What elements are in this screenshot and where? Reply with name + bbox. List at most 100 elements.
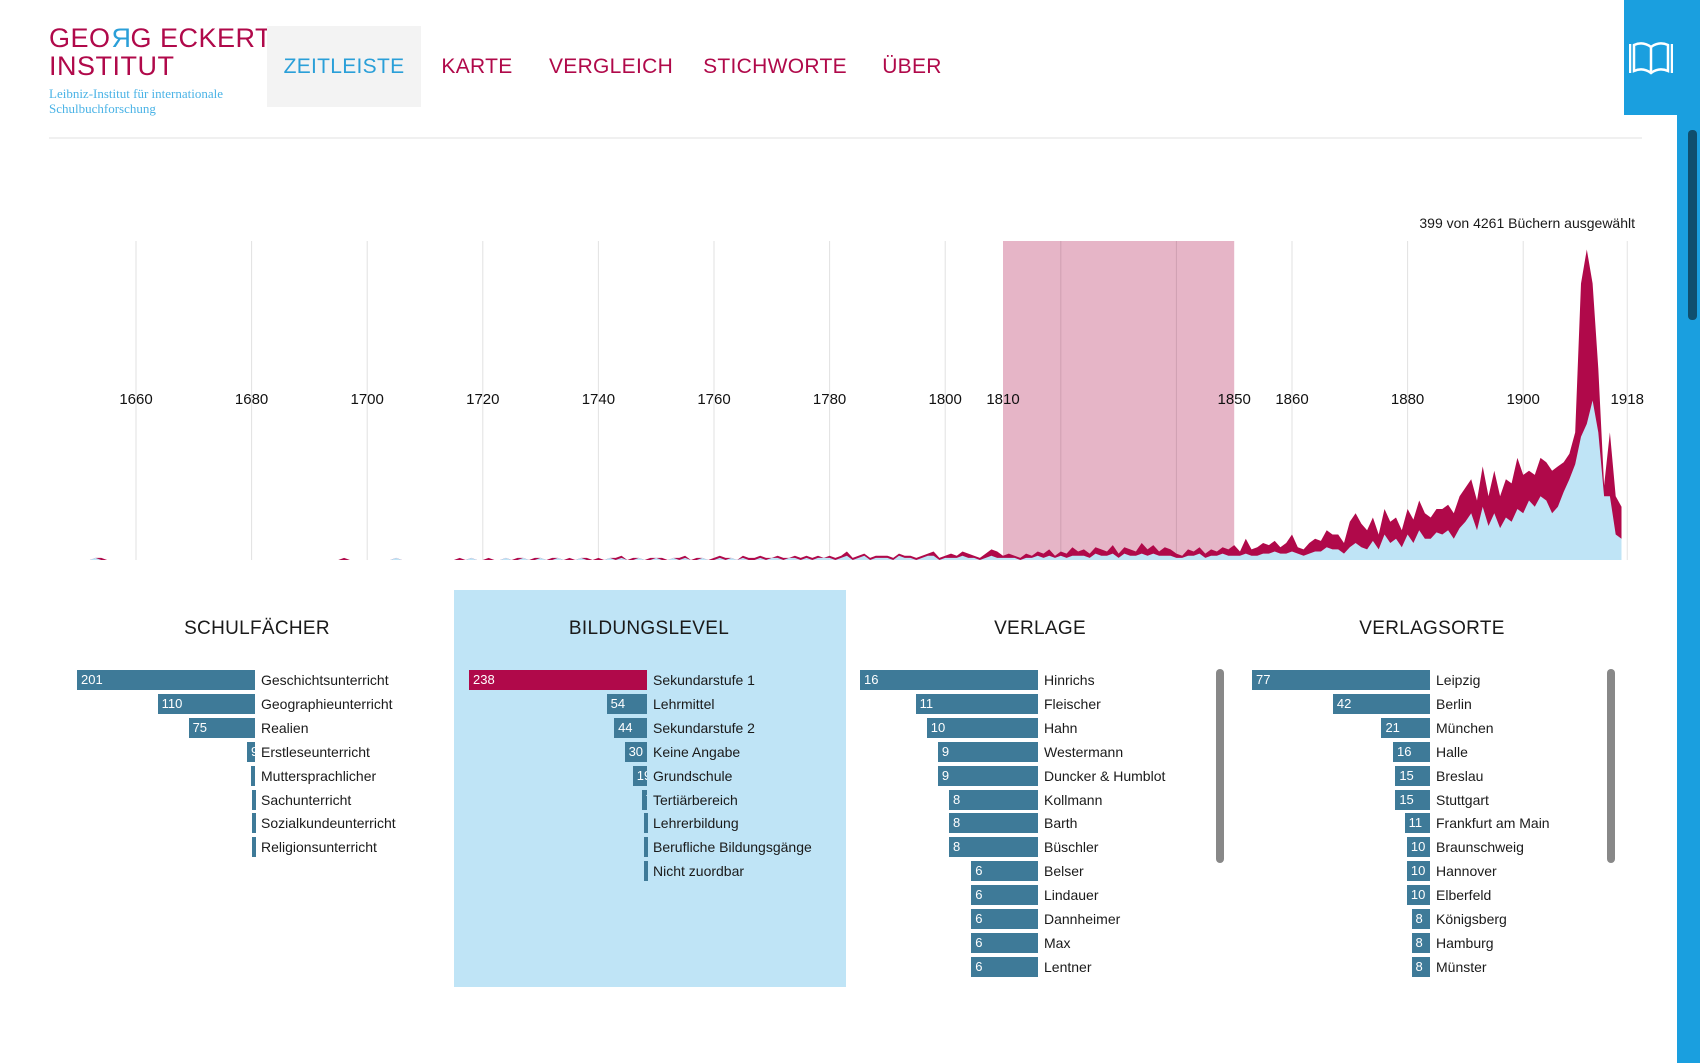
logo-line-2: INSTITUT xyxy=(49,51,175,81)
tab-zeitleiste[interactable]: ZEITLEISTE xyxy=(267,26,421,107)
facet-row[interactable]: 8 Münster xyxy=(0,956,1487,977)
facet-row[interactable]: 9 Westermann xyxy=(0,741,1123,762)
facet-bar-label: Religionsunterricht xyxy=(261,839,377,856)
facet-row[interactable]: 6 Max xyxy=(0,932,1070,953)
facet-row[interactable]: 16 Halle xyxy=(0,741,1468,762)
facet-bar-label: Belser xyxy=(1044,863,1084,880)
facet-bar-value: 44 xyxy=(614,717,647,738)
facet-bar-value: 8 xyxy=(1411,932,1430,953)
facet-row[interactable]: 8 Kollmann xyxy=(0,789,1102,810)
facet-bar-label: Lindauer xyxy=(1044,887,1099,904)
facet-row[interactable]: 11 Fleischer xyxy=(0,693,1101,714)
book-list-button[interactable] xyxy=(1624,0,1677,115)
facet-row[interactable]: 2 Sozialkundeunterricht xyxy=(0,813,396,834)
facet-scrollbar[interactable] xyxy=(1607,669,1615,863)
facet-row[interactable]: 15 Stuttgart xyxy=(0,789,1489,810)
facet-title: VERLAGE xyxy=(994,618,1086,639)
facet-bar-label: Berufliche Bildungsgänge xyxy=(653,839,812,856)
facet-bar-value: 8 xyxy=(949,813,1038,834)
facet-bar-label: Leipzig xyxy=(1436,672,1481,688)
facet-row[interactable]: 6 Lentner xyxy=(0,956,1091,977)
facet-bar-label: Keine Angabe xyxy=(653,743,741,760)
facet-bar-label: Halle xyxy=(1436,743,1468,760)
facet-row[interactable]: 7 Tertiärbereich xyxy=(0,789,738,810)
facet-bar-label: Fleischer xyxy=(1044,695,1101,712)
facet-bar-value: 21 xyxy=(1381,717,1430,738)
facet-row[interactable]: 9 Erstleseunterricht xyxy=(0,741,370,762)
facet-row[interactable]: 8 Hamburg xyxy=(0,932,1494,953)
facet-row[interactable]: 9 Duncker & Humblot xyxy=(0,765,1165,786)
x-tick-label: 1850 xyxy=(1218,391,1251,408)
facet-row[interactable]: 3 Sachunterricht xyxy=(0,789,351,810)
tab-ueber[interactable]: ÜBER xyxy=(882,54,942,78)
facet-row[interactable]: 110 Geographieunterricht xyxy=(0,693,393,714)
facet-bar-label: Breslau xyxy=(1436,767,1484,784)
facet-row[interactable]: 15 Breslau xyxy=(0,765,1483,786)
facet-row[interactable]: 11 Frankfurt am Main xyxy=(0,813,1550,834)
facet-bar-label: Berlin xyxy=(1436,695,1472,712)
facet-scrollbar[interactable] xyxy=(1216,669,1224,863)
facet-bar-value: 6 xyxy=(971,885,1038,906)
tab-vergleich[interactable]: VERGLEICH xyxy=(548,54,674,78)
facet-bar-value: 6 xyxy=(971,956,1038,977)
facet-row[interactable]: 4 Lehrerbildung xyxy=(0,813,739,834)
facet-row[interactable]: 6 Dannheimer xyxy=(0,909,1120,929)
facet-row[interactable]: 10 Hahn xyxy=(0,717,1077,738)
facet-row[interactable]: 238 Sekundarstufe 1 xyxy=(0,670,755,690)
facet-bar-label: Hahn xyxy=(1044,719,1078,736)
facet-bar-label: Duncker & Humblot xyxy=(1044,767,1166,784)
facet-row[interactable]: 16 Hinrichs xyxy=(0,670,1095,690)
facet-row[interactable]: 77 Leipzig xyxy=(0,670,1480,690)
x-tick-label: 1860 xyxy=(1275,391,1308,408)
timeline-chart[interactable]: 1660 1680 1700 1720 1740 1760 1780 1800 1810 1850… xyxy=(0,230,1660,570)
facet-row[interactable]: 201 Geschichtsunterricht xyxy=(0,670,389,690)
selection-count: 399 von 4261 Büchern ausgewählt xyxy=(1419,215,1635,231)
tab-karte[interactable]: KARTE xyxy=(441,54,513,78)
facet-row[interactable]: 30 Keine Angabe xyxy=(0,741,740,762)
facet-row[interactable]: 2 Berufliche Bildungsgänge xyxy=(0,837,812,858)
selection-brush[interactable] xyxy=(1003,241,1235,560)
facet-bar-label: Hinrichs xyxy=(1044,672,1095,688)
facet-bar-label: Erstleseunterricht xyxy=(261,743,370,760)
facet-bar-value: 6 xyxy=(971,861,1038,882)
facet-bar-value: 9 xyxy=(247,741,255,762)
facet-row[interactable]: 75 Realien xyxy=(0,717,308,738)
facet-row[interactable]: 10 Elberfeld xyxy=(0,885,1491,906)
header-divider xyxy=(49,137,1642,139)
facet-row[interactable]: 2 Religionsunterricht xyxy=(0,837,377,858)
facet-row[interactable]: 6 Lindauer xyxy=(0,885,1099,906)
facet-row[interactable]: 54 Lehrmittel xyxy=(0,693,714,714)
facet-row[interactable]: 21 München xyxy=(0,717,1494,738)
x-tick-label: 1760 xyxy=(697,391,730,408)
facet-row[interactable]: 44 Sekundarstufe 2 xyxy=(0,717,755,738)
facet-bar-label: Stuttgart xyxy=(1436,791,1489,808)
facet-bar-label: Münster xyxy=(1436,958,1487,975)
facet-row[interactable]: 2 Nicht zuordbar xyxy=(0,861,744,882)
facet-row[interactable]: 10 Braunschweig xyxy=(0,837,1524,858)
facet-row[interactable]: 8 Büschler xyxy=(0,837,1098,858)
facet-row[interactable]: 5 Muttersprachlicher xyxy=(0,765,376,786)
tab-stichworte[interactable]: STICHWORTE xyxy=(703,54,847,78)
facet-bar-value: 6 xyxy=(971,932,1038,953)
facet-row[interactable]: 42 Berlin xyxy=(0,693,1472,714)
page-scrollbar[interactable] xyxy=(1688,130,1697,320)
facet-row[interactable]: 6 Belser xyxy=(0,861,1084,882)
facet-bar-value: 8 xyxy=(949,837,1038,858)
facet-bar-label: Lehrerbildung xyxy=(653,815,739,832)
facet-row[interactable]: 8 Barth xyxy=(0,813,1077,834)
facet-bar-label: Nicht zuordbar xyxy=(653,863,745,880)
facet-bar-value: 10 xyxy=(926,717,1038,738)
facet-bar-value: 2 xyxy=(252,837,256,858)
facet-bar-value: 10 xyxy=(1406,885,1430,906)
facet-bar-label: Barth xyxy=(1044,815,1078,832)
facet-bar-value: 2 xyxy=(252,813,256,834)
facet-bar-label: Westermann xyxy=(1044,743,1124,760)
institute-logo[interactable]: GEORG ECKERT INSTITUT Leibniz-Institut f… xyxy=(49,23,272,116)
facet-row[interactable]: 19 Grundschule xyxy=(0,765,732,786)
facet-row[interactable]: 8 Königsberg xyxy=(0,909,1507,929)
facet-row[interactable]: 10 Hannover xyxy=(0,861,1497,882)
facet-bar-value: 6 xyxy=(971,909,1038,929)
facet-bar-value: 10 xyxy=(1406,837,1430,858)
logo-line-1: GEORG ECKERT xyxy=(49,23,272,53)
facet-bar-value: 54 xyxy=(606,693,647,714)
